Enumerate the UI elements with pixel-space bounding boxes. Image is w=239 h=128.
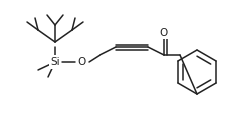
Text: Si: Si xyxy=(50,57,60,67)
Text: O: O xyxy=(160,28,168,38)
Text: O: O xyxy=(78,57,86,67)
